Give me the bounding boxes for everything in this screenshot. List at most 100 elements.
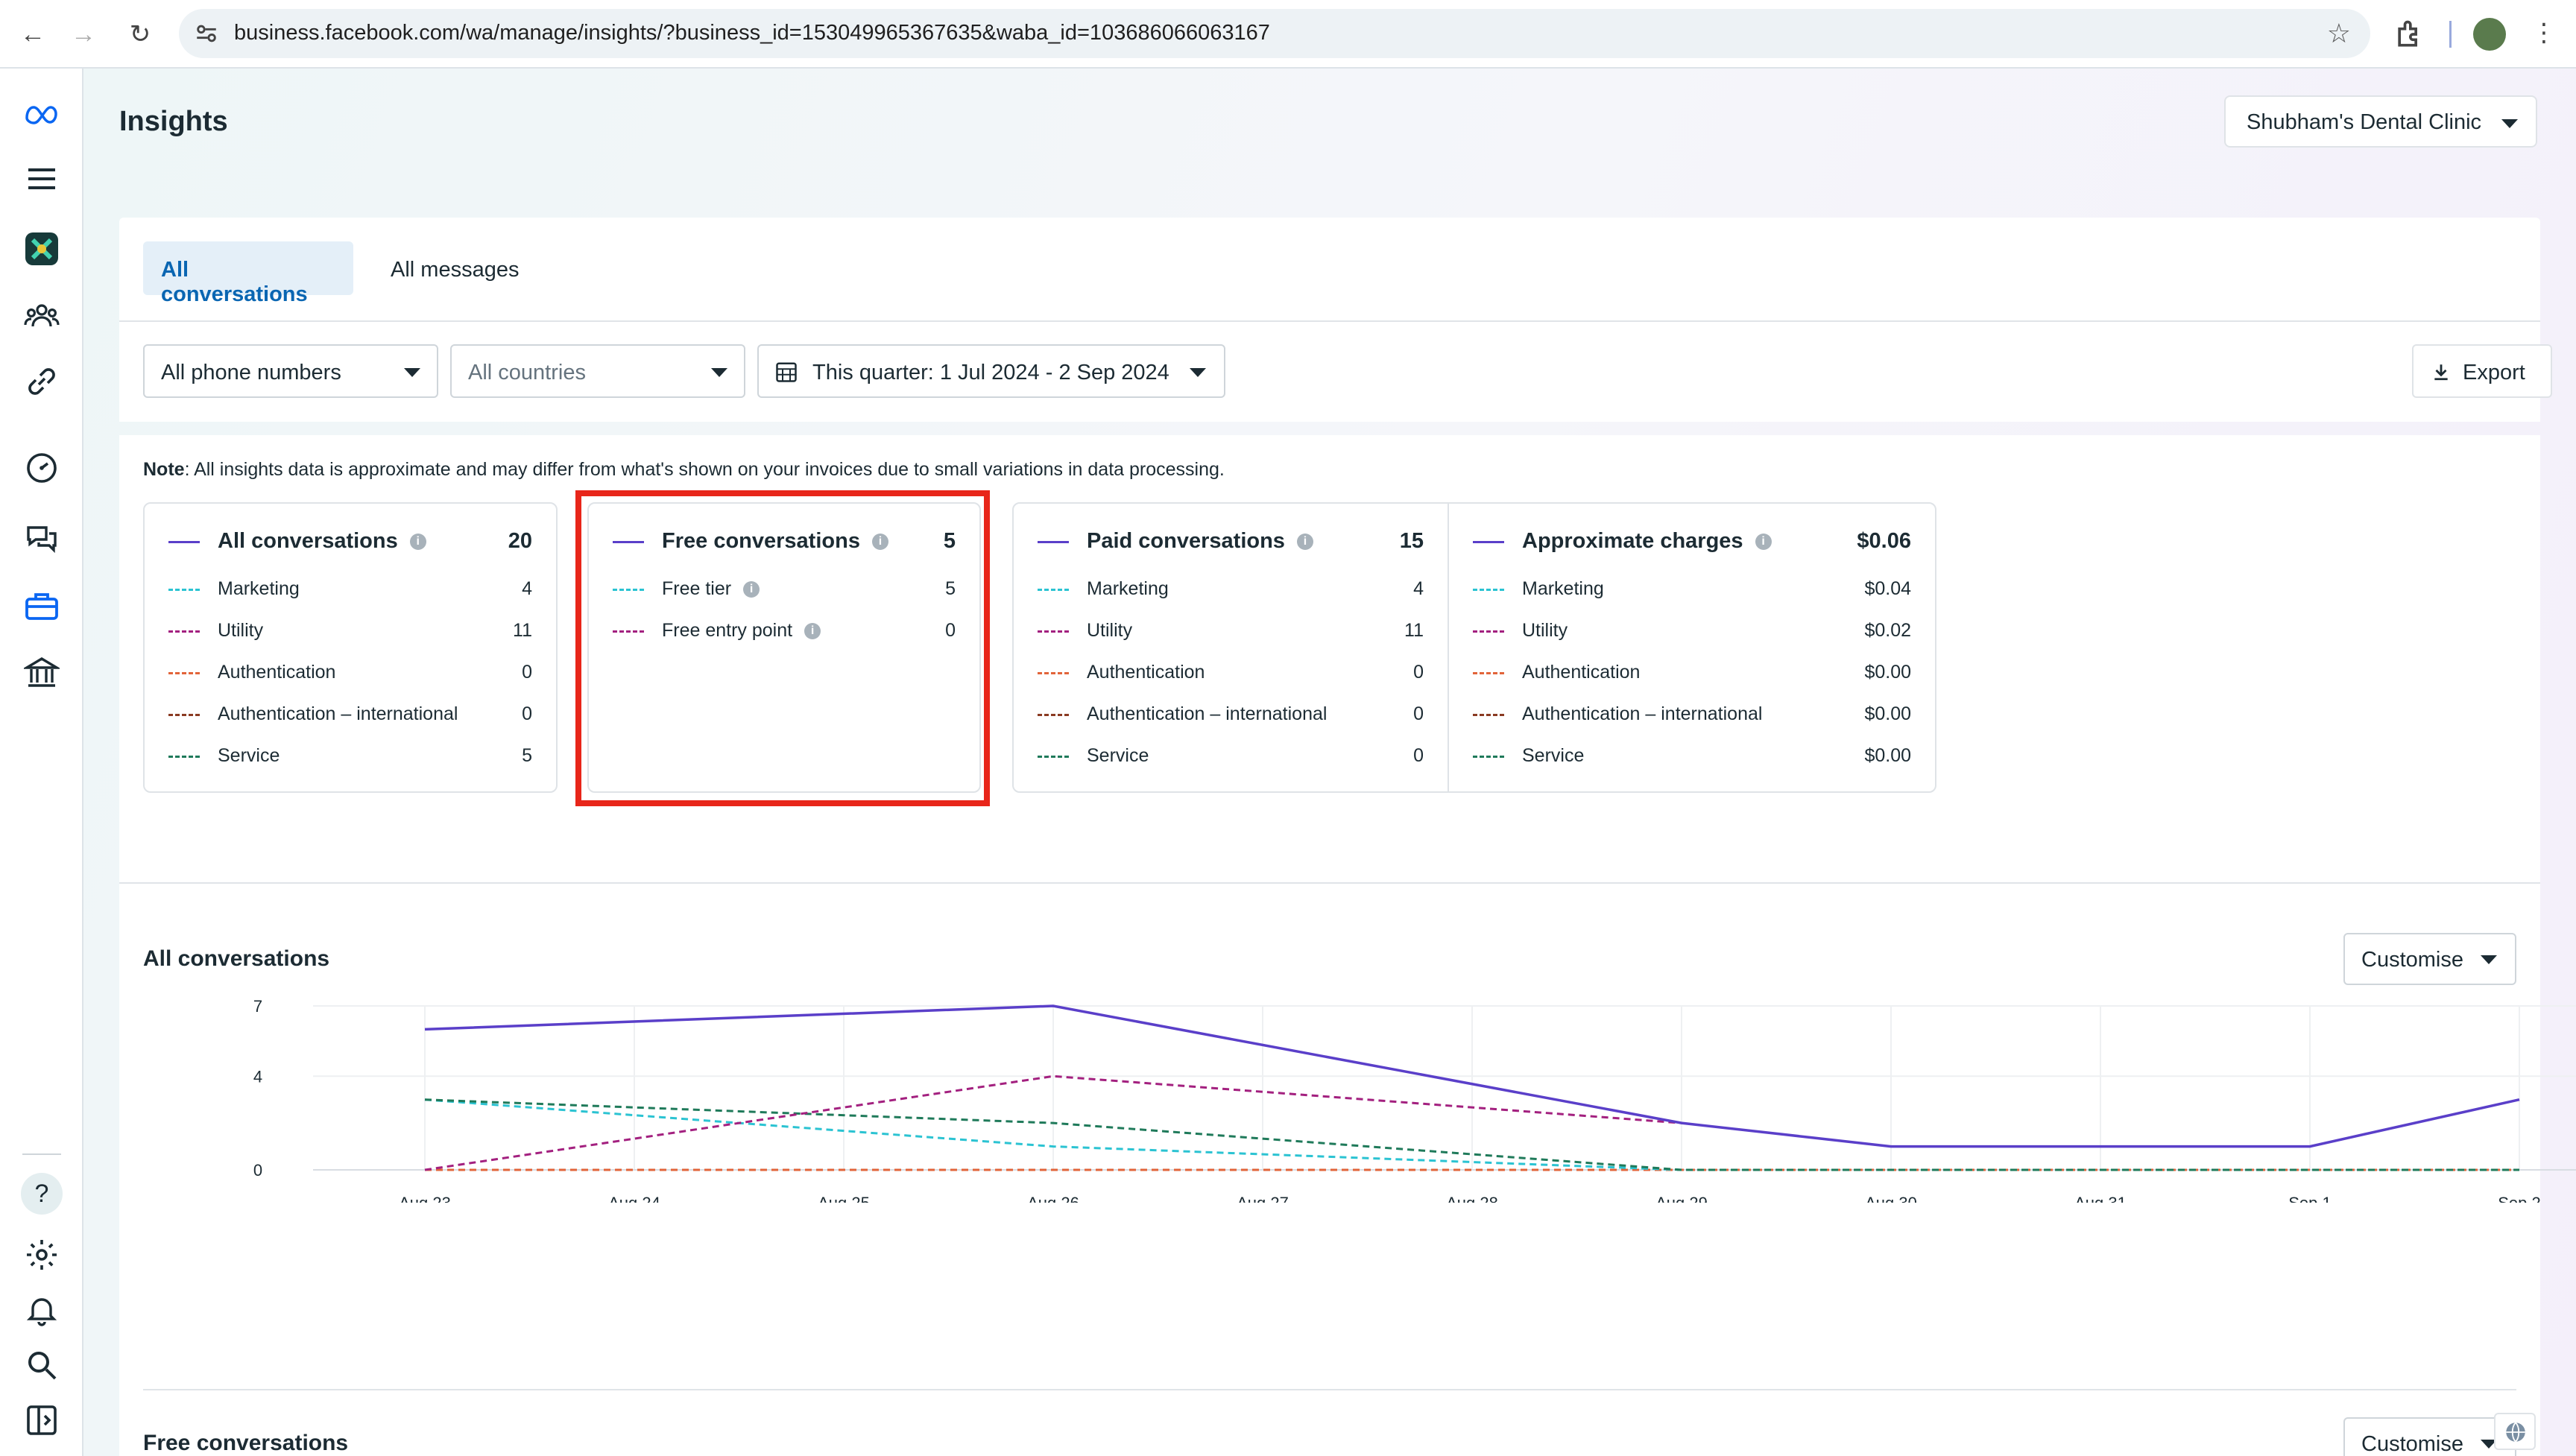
browser-menu-icon[interactable]: ⋮ bbox=[2531, 19, 2557, 47]
download-icon bbox=[2434, 364, 2448, 381]
summary-row: Marketing bbox=[1038, 578, 1169, 600]
main-content: Insights Shubham's Dental Clinic All con… bbox=[83, 69, 2576, 1456]
customise-button-free[interactable]: Customise bbox=[2343, 1417, 2516, 1456]
notifications-bell-icon[interactable] bbox=[21, 1289, 63, 1331]
summary-row: Authentication – international bbox=[1473, 703, 1762, 725]
bank-icon[interactable] bbox=[21, 651, 63, 693]
x-tick-label: Aug 26 bbox=[1027, 1194, 1079, 1203]
info-icon[interactable]: i bbox=[871, 534, 888, 551]
calendar-icon bbox=[776, 362, 797, 382]
reload-icon[interactable]: ↻ bbox=[129, 20, 151, 48]
divider bbox=[119, 320, 2540, 322]
summary-row: Free entry point i bbox=[613, 620, 821, 642]
divider bbox=[143, 1389, 2516, 1390]
conversations-line-chart: 0 4 7 Aug 23 Aug 24 Aug 25 Aug 26 Aug 27 Aug 28 A… bbox=[253, 997, 2576, 1203]
site-settings-icon[interactable] bbox=[194, 21, 219, 46]
chevron-down-icon bbox=[404, 368, 420, 377]
info-icon[interactable]: i bbox=[409, 534, 426, 551]
x-tick-label: Aug 25 bbox=[818, 1194, 870, 1203]
summary-value: 0 bbox=[522, 703, 532, 724]
date-range-select[interactable]: This quarter: 1 Jul 2024 - 2 Sep 2024 bbox=[757, 344, 1225, 398]
summary-row: Service bbox=[1473, 745, 1584, 767]
customise-label: Customise bbox=[2361, 1432, 2463, 1456]
summary-value: 0 bbox=[522, 662, 532, 683]
back-icon[interactable]: ← bbox=[20, 19, 45, 48]
y-tick-label: 4 bbox=[253, 1067, 262, 1086]
info-icon[interactable]: i bbox=[1296, 534, 1313, 551]
account-name: Shubham's Dental Clinic bbox=[2247, 110, 2482, 134]
customise-label: Customise bbox=[2361, 948, 2463, 972]
tab-all-messages[interactable]: All messages bbox=[391, 258, 520, 282]
export-button[interactable]: Export bbox=[2412, 344, 2552, 398]
business-avatar-icon[interactable] bbox=[21, 228, 63, 270]
browser-toolbar: ← → ↻ business.facebook.com/wa/manage/in… bbox=[0, 0, 2576, 69]
legend-swatch bbox=[168, 540, 200, 543]
chart-section-title: All conversations bbox=[143, 946, 330, 971]
dashboard-gauge-icon[interactable] bbox=[21, 447, 63, 489]
x-tick-label: Aug 28 bbox=[1446, 1194, 1498, 1203]
briefcase-icon[interactable] bbox=[21, 586, 63, 627]
settings-gear-icon[interactable] bbox=[21, 1234, 63, 1276]
tabs-and-filters: All conversations All messages All phone… bbox=[119, 218, 2552, 422]
summary-value: 11 bbox=[513, 620, 532, 641]
extensions-icon[interactable] bbox=[2393, 18, 2425, 51]
info-icon[interactable]: i bbox=[743, 581, 760, 598]
panel-toggle-icon[interactable] bbox=[21, 1399, 63, 1441]
series-line-total bbox=[424, 1004, 2520, 1148]
series-line-service bbox=[424, 1098, 2519, 1171]
x-tick-label: Sep 2 bbox=[2498, 1194, 2541, 1203]
summary-row: Free tier i bbox=[613, 578, 760, 600]
link-icon[interactable] bbox=[21, 361, 63, 402]
summary-value: 4 bbox=[522, 578, 532, 599]
sidebar-divider bbox=[22, 1153, 61, 1155]
countries-select[interactable]: All countries bbox=[450, 344, 745, 398]
note-text: : All insights data is approximate and m… bbox=[184, 459, 1225, 480]
divider bbox=[119, 882, 2540, 884]
summary-title: Paid conversations i bbox=[1038, 529, 1313, 554]
bookmark-star-icon[interactable]: ☆ bbox=[2326, 18, 2351, 48]
x-tick-label: Aug 30 bbox=[1865, 1194, 1917, 1203]
summary-row: Authentication – international bbox=[168, 703, 458, 725]
customise-button[interactable]: Customise bbox=[2343, 933, 2516, 985]
note-prefix: Note bbox=[143, 459, 185, 480]
chevron-down-icon bbox=[1190, 368, 1206, 377]
summary-value: 0 bbox=[945, 620, 956, 641]
summary-value: 0 bbox=[1413, 745, 1424, 766]
profile-avatar[interactable] bbox=[2473, 18, 2506, 51]
summary-row: Authentication bbox=[168, 662, 335, 683]
summary-title: All conversations i bbox=[168, 529, 426, 554]
account-selector[interactable]: Shubham's Dental Clinic bbox=[2224, 95, 2537, 148]
countries-value: All countries bbox=[468, 361, 586, 384]
insights-content: Note: All insights data is approximate a… bbox=[119, 435, 2576, 1456]
x-tick-label: Sep 1 bbox=[2288, 1194, 2332, 1203]
data-note: Note: All insights data is approximate a… bbox=[143, 459, 1225, 481]
summary-all-conversations: All conversations i 20 Marketing 4 Utilit… bbox=[143, 502, 558, 793]
summary-row: Utility bbox=[168, 620, 263, 642]
summary-row: Utility bbox=[1473, 620, 1568, 642]
globe-icon[interactable] bbox=[2494, 1413, 2536, 1450]
summary-value: 0 bbox=[1413, 662, 1424, 683]
forward-icon[interactable]: → bbox=[71, 19, 96, 48]
phone-number-select[interactable]: All phone numbers bbox=[143, 344, 438, 398]
search-icon[interactable] bbox=[21, 1344, 63, 1386]
summary-free-conversations: Free conversations i 5 Free tier i 5 Free … bbox=[587, 502, 981, 793]
left-sidebar: ? bbox=[0, 69, 83, 1456]
summary-row: Authentication – international bbox=[1038, 703, 1327, 725]
menu-icon[interactable] bbox=[21, 158, 63, 200]
phone-number-value: All phone numbers bbox=[161, 361, 341, 384]
summary-row: Marketing bbox=[168, 578, 300, 600]
summary-total: 5 bbox=[943, 529, 956, 553]
summary-row: Authentication bbox=[1038, 662, 1205, 683]
people-icon[interactable] bbox=[21, 295, 63, 337]
tab-all-conversations[interactable]: All conversations bbox=[143, 241, 353, 306]
meta-logo-icon[interactable] bbox=[21, 92, 63, 134]
chevron-down-icon bbox=[2481, 1440, 2497, 1449]
address-bar[interactable]: business.facebook.com/wa/manage/insights… bbox=[179, 9, 2370, 58]
x-tick-label: Aug 24 bbox=[608, 1194, 660, 1203]
info-icon[interactable]: i bbox=[804, 623, 821, 640]
info-icon[interactable]: i bbox=[1755, 534, 1772, 551]
x-tick-label: Aug 29 bbox=[1655, 1194, 1708, 1203]
help-icon[interactable]: ? bbox=[21, 1173, 63, 1215]
chat-bubbles-icon[interactable] bbox=[21, 519, 63, 560]
toolbar-divider bbox=[2449, 21, 2452, 48]
